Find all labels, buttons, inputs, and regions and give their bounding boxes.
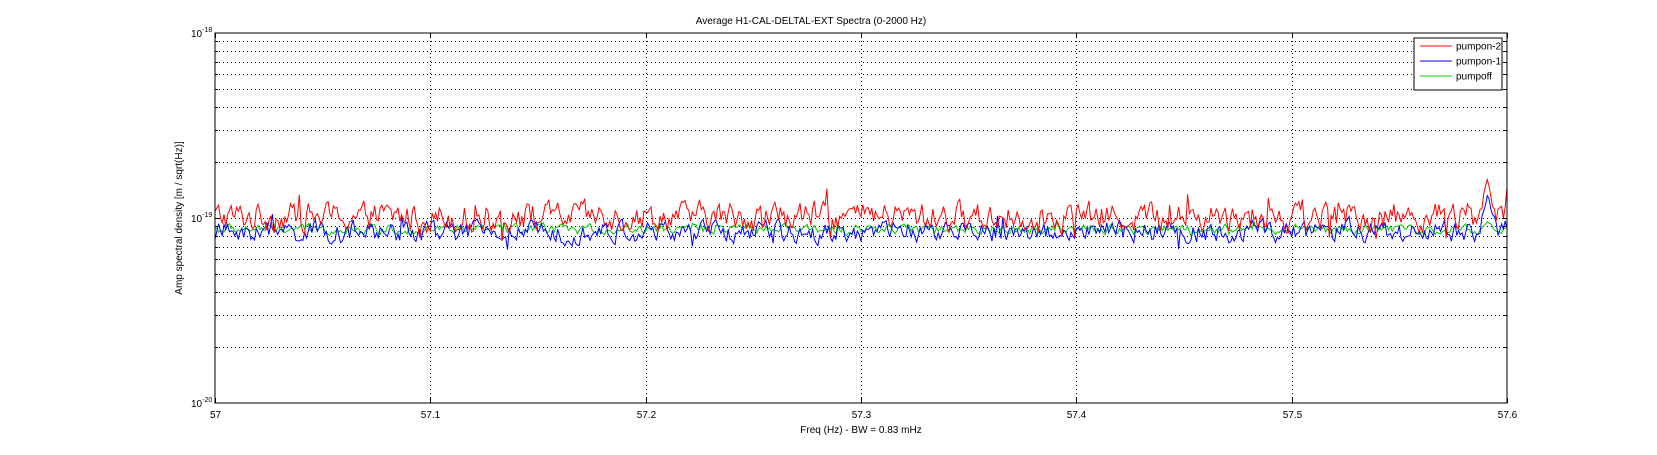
x-tick-label: 57.3 bbox=[852, 410, 872, 421]
y-axis-label: Amp spectral density [m / sqrt(Hz)] bbox=[174, 141, 185, 295]
series-line-pumpon-2 bbox=[214, 177, 1508, 241]
legend: pumpon-2 pumpon-1 pumpoff bbox=[1413, 37, 1503, 91]
x-tick-label: 57.4 bbox=[1067, 410, 1087, 421]
x-axis-label: Freq (Hz) - BW = 0.83 mHz bbox=[800, 425, 921, 436]
x-tick-label: 57.6 bbox=[1498, 410, 1518, 421]
legend-label: pumpoff bbox=[1456, 72, 1492, 83]
x-tick-label: 57.5 bbox=[1283, 410, 1303, 421]
chart-title: Average H1-CAL-DELTAL-EXT Spectra (0-200… bbox=[696, 16, 926, 27]
axis-ticks: 57 57.1 57.2 57.3 57.4 57.5 57.6 10-20 10-19 10-1… bbox=[191, 27, 1518, 421]
legend-label: pumpon-1 bbox=[1456, 57, 1501, 68]
x-tick-label: 57.2 bbox=[637, 410, 657, 421]
x-tick-label: 57.1 bbox=[421, 410, 441, 421]
series-lines bbox=[214, 177, 1508, 250]
y-tick-label: 10-19 bbox=[191, 212, 212, 225]
series-line-pumpon-1 bbox=[214, 194, 1508, 250]
legend-label: pumpon-2 bbox=[1456, 42, 1501, 53]
y-tick-label: 10-20 bbox=[191, 397, 212, 410]
x-tick-label: 57 bbox=[210, 410, 222, 421]
legend-box bbox=[1413, 37, 1503, 91]
grid-lines bbox=[215, 33, 1507, 403]
y-tick-label: 10-18 bbox=[191, 27, 212, 40]
